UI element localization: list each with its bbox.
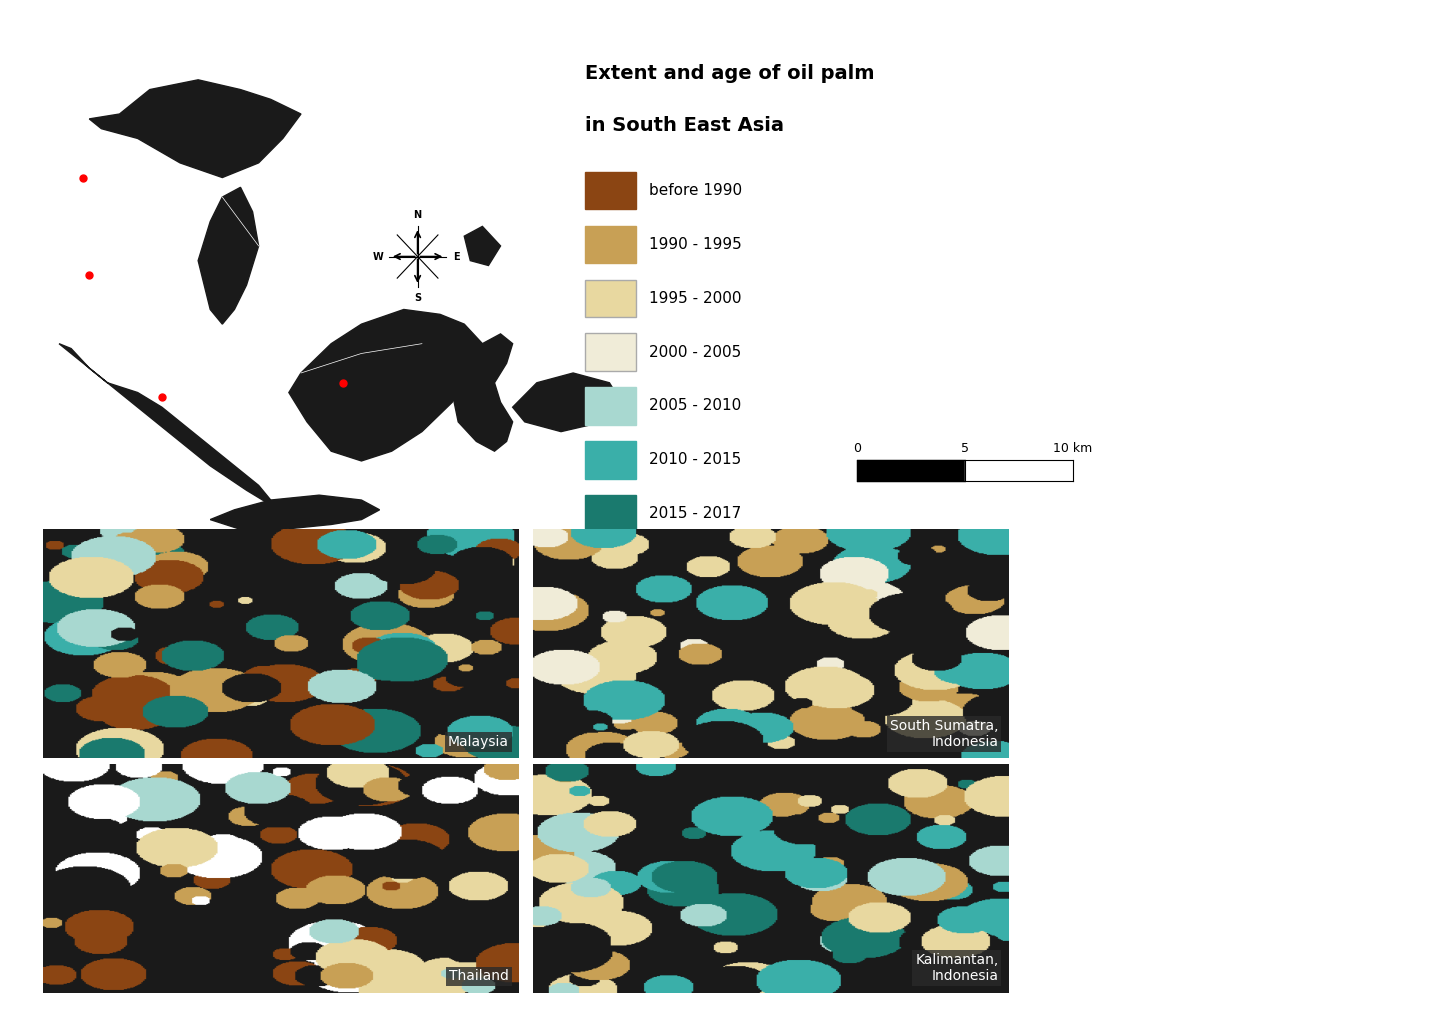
Text: 5: 5 [960,442,969,454]
Text: Kalimantan,
Indonesia: Kalimantan, Indonesia [916,953,998,983]
Text: E: E [454,251,461,262]
Text: 2010 - 2015: 2010 - 2015 [649,452,742,467]
Polygon shape [513,373,622,432]
FancyBboxPatch shape [585,334,636,371]
FancyBboxPatch shape [585,387,636,425]
Text: 10 km: 10 km [1053,442,1093,454]
Polygon shape [210,495,380,529]
Text: 1990 - 1995: 1990 - 1995 [649,237,742,251]
FancyBboxPatch shape [585,226,636,264]
Polygon shape [452,334,513,451]
Text: 1995 - 2000: 1995 - 2000 [649,291,742,305]
Text: N: N [413,210,422,220]
Text: W: W [373,251,384,262]
Text: S: S [415,293,420,303]
Text: Extent and age of oil palm: Extent and age of oil palm [585,64,874,83]
Text: Thailand: Thailand [449,969,508,983]
FancyBboxPatch shape [585,441,636,478]
Polygon shape [59,344,282,515]
Text: 0: 0 [852,442,861,454]
FancyBboxPatch shape [585,172,636,210]
Text: before 1990: before 1990 [649,183,743,199]
Text: in South East Asia: in South East Asia [585,116,783,134]
Polygon shape [289,309,482,461]
Text: 2005 - 2010: 2005 - 2010 [649,398,742,413]
Polygon shape [464,226,501,266]
Text: 2000 - 2005: 2000 - 2005 [649,345,742,359]
Text: Malaysia: Malaysia [448,735,508,749]
Polygon shape [199,187,259,324]
FancyBboxPatch shape [585,495,636,532]
Text: 2015 - 2017: 2015 - 2017 [649,506,742,521]
Polygon shape [89,79,301,177]
Text: South Sumatra,
Indonesia: South Sumatra, Indonesia [890,719,998,749]
FancyBboxPatch shape [585,280,636,317]
